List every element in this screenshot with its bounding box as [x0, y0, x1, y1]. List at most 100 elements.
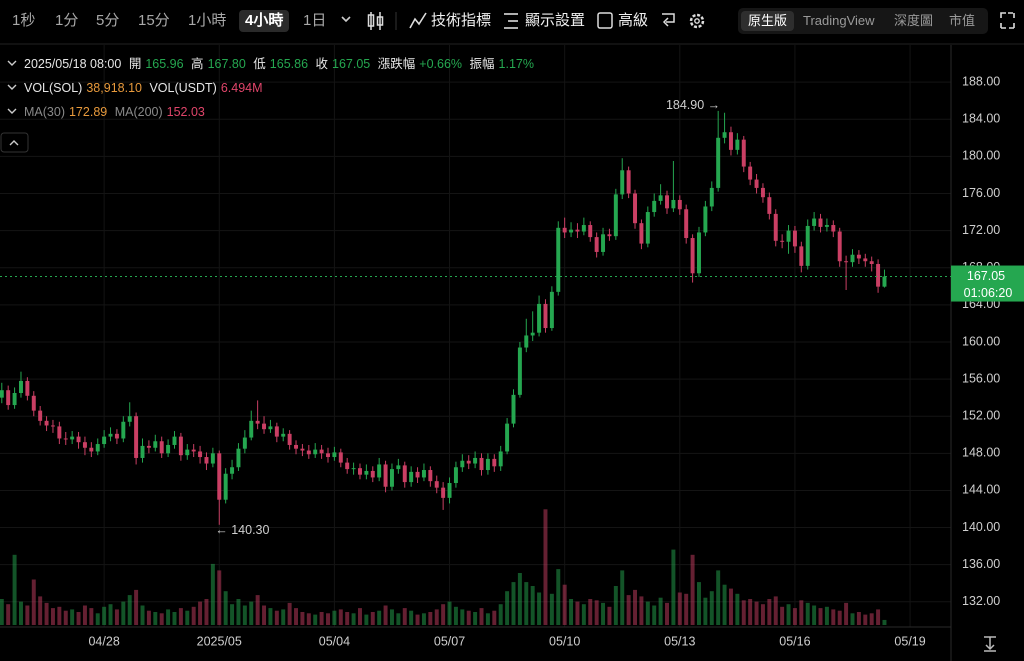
legend-time: 2025/05/18 08:00: [24, 57, 122, 71]
volume-bar: [159, 613, 164, 625]
view-tab[interactable]: TradingView: [803, 13, 875, 28]
interval-dropdown-icon[interactable]: [341, 16, 351, 23]
legend-collapse-icon[interactable]: [7, 60, 17, 66]
candle-body: [146, 445, 151, 448]
indicator-icon[interactable]: [409, 12, 427, 29]
ma-collapse-icon[interactable]: [7, 108, 17, 114]
volume-bar: [492, 610, 497, 625]
volume-bar: [703, 597, 708, 625]
volume-bar: [805, 602, 810, 625]
settings-icon[interactable]: [689, 13, 705, 29]
volume-bar: [792, 608, 797, 625]
candle-body: [358, 468, 362, 475]
volume-bar: [121, 601, 126, 625]
collapse-button[interactable]: [0, 132, 29, 153]
volume-bar: [409, 610, 414, 625]
view-tab-active[interactable]: 原生版: [741, 11, 795, 31]
candle-body: [313, 449, 318, 455]
y-tick-label: 156.00: [962, 371, 1000, 385]
volume-bar: [95, 613, 100, 625]
advanced-icon[interactable]: [597, 12, 613, 29]
volume-bar: [364, 614, 369, 625]
volume-bar: [517, 573, 522, 625]
settings-icon-center: [694, 18, 700, 24]
candle-body: [485, 458, 490, 471]
candle-body: [569, 229, 574, 233]
interval-button[interactable]: 5分: [96, 12, 120, 29]
fullscreen-icon[interactable]: [1000, 12, 1015, 29]
volume-bar: [882, 619, 887, 625]
candle-body: [102, 436, 107, 445]
volume-bar: [601, 602, 606, 625]
legend-label: 振幅: [469, 57, 495, 71]
candle-body: [428, 470, 433, 482]
legend-label: MA(30): [24, 105, 65, 119]
candle-body: [140, 445, 145, 458]
volume-bar: [262, 605, 267, 625]
settings-list-icon[interactable]: [504, 13, 518, 29]
candle-body: [82, 442, 87, 448]
view-tab[interactable]: 市值: [949, 13, 976, 28]
candle-body: [517, 347, 522, 395]
tool-button[interactable]: 高級: [618, 12, 649, 29]
y-tick-label: 148.00: [962, 446, 1000, 460]
candle-body: [690, 238, 695, 274]
candle-body: [159, 441, 164, 454]
volume-bar: [114, 609, 119, 625]
y-tick-label: 132.00: [962, 594, 1000, 608]
interval-button[interactable]: 1秒: [12, 12, 36, 29]
candle-body: [530, 332, 535, 336]
legend-value: 167.80: [207, 57, 246, 71]
interval-button-active[interactable]: 4小時: [239, 10, 290, 32]
candle-body: [50, 425, 55, 427]
tool-button[interactable]: 顯示設置: [525, 12, 586, 29]
candle-body: [38, 410, 43, 421]
candle-body: [421, 470, 426, 478]
candle-body: [0, 390, 4, 398]
volume-bar: [562, 584, 567, 625]
volume-bar: [511, 582, 516, 625]
legend-value: 165.86: [269, 57, 309, 71]
candle-body: [856, 254, 861, 259]
interval-button[interactable]: 1分: [55, 12, 79, 29]
interval-button[interactable]: 1小時: [188, 12, 227, 29]
volume-bar: [799, 600, 804, 625]
chart-type-icon[interactable]: [367, 12, 384, 30]
candle-body: [255, 420, 260, 424]
volume-bar: [306, 613, 311, 625]
candle-body: [25, 380, 30, 396]
volume-bar: [389, 609, 394, 625]
candle-body: [805, 225, 810, 266]
y-tick-label: 152.00: [962, 408, 1000, 422]
volume-bar: [786, 604, 791, 625]
interval-button[interactable]: 1日: [303, 12, 327, 29]
tool-button[interactable]: 技術指標: [431, 12, 492, 29]
candle-body: [351, 468, 356, 470]
volume-bar: [594, 600, 599, 625]
volume-bar: [658, 597, 663, 625]
candle-body: [613, 194, 618, 237]
candle-body: [31, 395, 36, 411]
candle-body: [466, 460, 471, 464]
candle-body: [741, 139, 746, 167]
volume-bar: [281, 609, 286, 625]
interval-button[interactable]: 15分: [138, 12, 170, 29]
volume-bar: [530, 586, 535, 625]
candle-body: [409, 471, 414, 483]
undo-icon[interactable]: [662, 13, 675, 27]
candle-body: [89, 447, 94, 452]
volume-bar: [524, 582, 529, 625]
volume-bar: [543, 509, 548, 625]
candle-body: [658, 195, 663, 201]
volume-bar: [332, 610, 337, 625]
volume-bar: [166, 609, 171, 625]
scroll-to-end-icon[interactable]: [984, 636, 996, 652]
candle-body: [57, 426, 62, 439]
y-tick-label: 136.00: [962, 557, 1000, 571]
volume-collapse-icon[interactable]: [7, 84, 17, 90]
volume-bar: [223, 591, 228, 625]
candle-body: [594, 237, 599, 252]
volume-bar: [31, 579, 36, 625]
volume-bar: [671, 549, 676, 625]
view-tab[interactable]: 深度圖: [894, 13, 934, 28]
